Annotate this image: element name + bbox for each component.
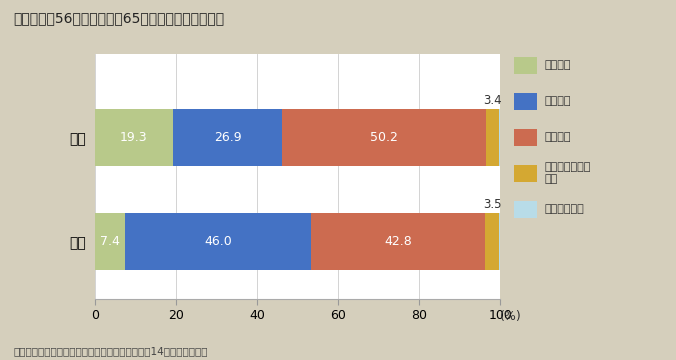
Bar (311, 213, 485, 270)
Text: 42.8: 42.8 (384, 235, 412, 248)
Text: 単独世帯: 単独世帯 (544, 60, 571, 70)
Bar (95, 213, 124, 270)
Text: 第１－序－56図　男女別，65歳以上の者の家族形態: 第１－序－56図 男女別，65歳以上の者の家族形態 (14, 11, 224, 25)
Text: (%): (%) (500, 310, 522, 323)
Bar (173, 109, 282, 166)
Text: 46.0: 46.0 (204, 235, 232, 248)
Text: 3.5: 3.5 (483, 198, 501, 211)
Bar (124, 213, 311, 270)
Text: 50.2: 50.2 (370, 131, 397, 144)
Text: （備考）厚生労働者「国民生活基礎調査」（平成14年）より作成。: （備考）厚生労働者「国民生活基礎調査」（平成14年）より作成。 (14, 346, 208, 356)
Text: 3.4: 3.4 (483, 94, 502, 107)
Bar (499, 213, 500, 270)
Text: 19.3: 19.3 (120, 131, 147, 144)
Bar (485, 109, 500, 166)
Text: 26.9: 26.9 (214, 131, 241, 144)
Text: 非親族と同居: 非親族と同居 (544, 204, 584, 214)
Bar (282, 109, 485, 166)
Text: その他の親族と
同居: その他の親族と 同居 (544, 162, 591, 184)
Text: 子と同居: 子と同居 (544, 132, 571, 142)
Text: 夫婦のみ: 夫婦のみ (544, 96, 571, 106)
Bar (95, 109, 173, 166)
Bar (485, 213, 499, 270)
Text: 7.4: 7.4 (99, 235, 120, 248)
